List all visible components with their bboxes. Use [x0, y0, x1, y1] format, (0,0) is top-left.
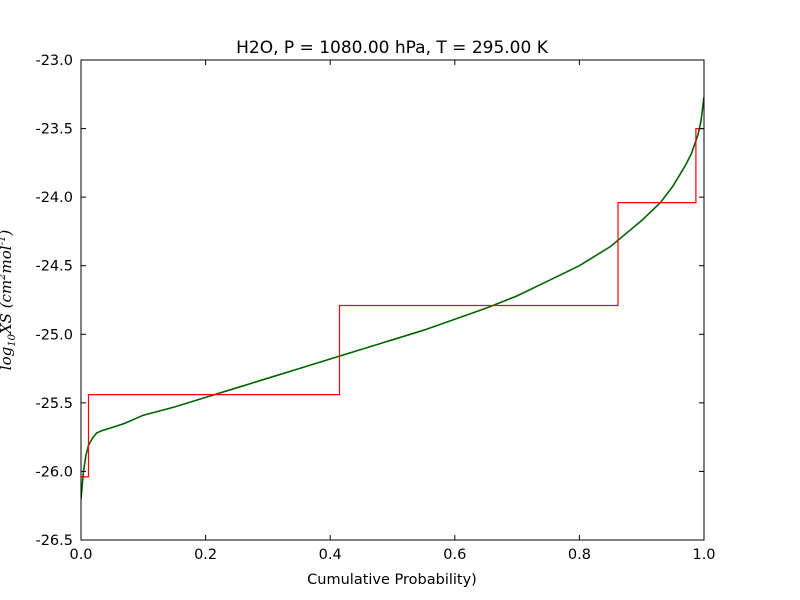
x-tick-label: 0.6 — [443, 547, 466, 563]
y-axis-label-log: log — [0, 347, 15, 370]
x-tick-label: 1.0 — [692, 547, 715, 563]
x-tick-label: 0.4 — [319, 547, 342, 563]
y-tick-label: -25.0 — [35, 327, 73, 343]
y-axis-label-sup2: -1 — [0, 236, 8, 246]
x-tick-label: 0.2 — [194, 547, 217, 563]
series-step-line — [81, 128, 704, 478]
y-axis-label-sup1: 2 — [0, 273, 8, 280]
y-tick-label: -24.0 — [35, 190, 73, 206]
y-tick-label: -23.0 — [35, 53, 73, 69]
y-axis: -23.0 -23.5 -24.0 -24.5 -25.0 -25.5 -26.0 -26.5 — [35, 53, 704, 549]
y-axis-label-close: ) — [0, 230, 15, 237]
x-tick-label: 0.8 — [568, 547, 591, 563]
x-tick-label: 0.0 — [69, 547, 92, 563]
y-tick-label: -25.5 — [35, 396, 73, 412]
chart-title: H2O, P = 1080.00 hPa, T = 295.00 K — [236, 38, 549, 58]
x-axis-label: Cumulative Probability) — [307, 572, 477, 588]
y-tick-label: -24.5 — [35, 259, 73, 275]
plot-frame — [80, 59, 705, 541]
y-tick-label: -26.0 — [35, 464, 73, 480]
y-tick-label: -26.5 — [35, 533, 73, 549]
x-axis: 0.0 0.2 0.4 0.6 0.8 1.0 — [69, 60, 716, 563]
series-layer — [81, 96, 704, 499]
y-axis-label-mid: mol — [0, 245, 15, 273]
y-axis-label: log10XS (cm2mol-1) — [0, 230, 18, 371]
series-curve-line — [81, 96, 704, 499]
plot-area — [80, 59, 705, 541]
y-axis-label-sub: 10 — [7, 333, 18, 346]
y-tick-label: -23.5 — [35, 122, 73, 138]
y-axis-label-rest: XS (cm — [0, 280, 15, 335]
